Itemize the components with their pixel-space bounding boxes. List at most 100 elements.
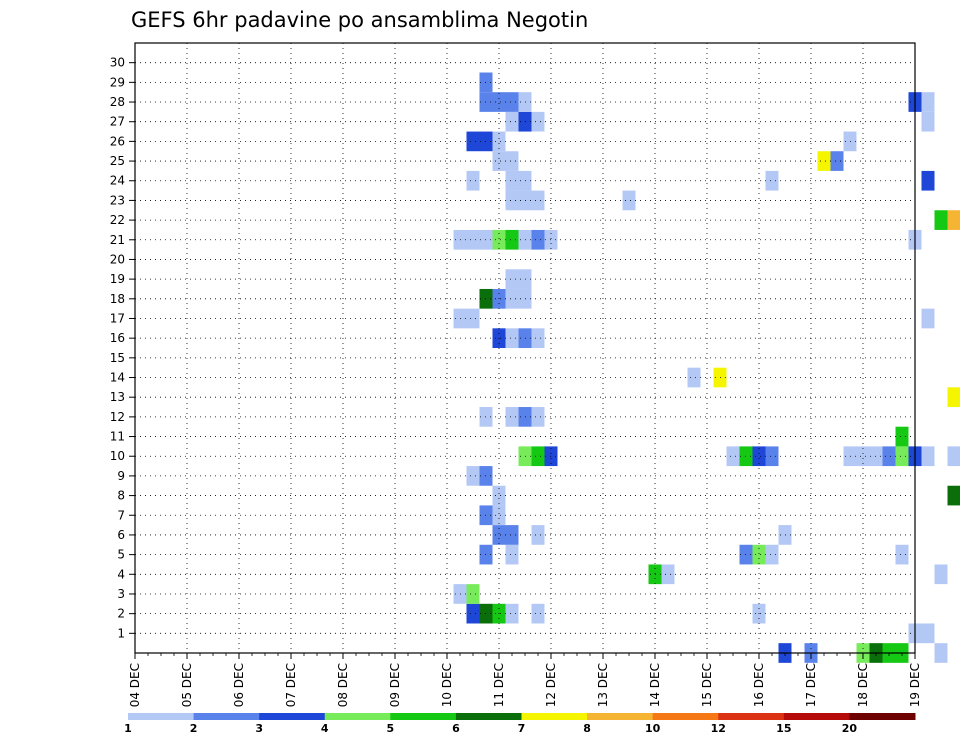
cell-member-6 [492, 525, 506, 545]
x-tick-label: 07 DEC [284, 663, 298, 707]
x-tick-label: 13 DEC [596, 663, 610, 707]
y-tick-label: 26 [110, 134, 125, 148]
cell-member-22 [934, 210, 948, 230]
y-tick-label: 20 [110, 252, 125, 266]
x-tick-label: 12 DEC [544, 663, 558, 707]
cell-member-12 [531, 407, 545, 427]
cell-member-16 [505, 328, 519, 348]
cell-member-1 [921, 623, 935, 644]
cell-member-4 [934, 564, 948, 585]
x-tick-label: 19 DEC [908, 663, 922, 707]
y-tick-label: 17 [110, 311, 125, 325]
legend-label: 2 [190, 722, 198, 735]
cell-member-5 [752, 544, 766, 565]
legend-label: 15 [776, 722, 791, 735]
x-tick-label: 04 DEC [128, 663, 142, 707]
cell-member-26 [492, 131, 506, 152]
cell-member-10 [895, 446, 909, 467]
y-tick-label: 25 [110, 154, 125, 168]
cell-member-10 [726, 446, 740, 467]
y-tick-label: 13 [110, 390, 125, 404]
legend-label: 12 [711, 722, 726, 735]
x-tick-label: 08 DEC [336, 663, 350, 707]
cell-member-27 [531, 111, 545, 132]
cell-member-0 [934, 643, 948, 663]
y-tick-label: 27 [110, 115, 125, 129]
cell-member-2 [505, 603, 519, 624]
legend-swatch [849, 713, 916, 720]
x-tick-label: 16 DEC [752, 663, 766, 707]
cell-member-9 [466, 466, 480, 486]
cell-member-19 [505, 269, 519, 289]
legend-label: 4 [321, 722, 329, 735]
cell-member-21 [492, 229, 506, 250]
legend-swatch [718, 713, 785, 720]
y-tick-label: 22 [110, 213, 125, 227]
legend-label: 6 [452, 722, 460, 735]
x-tick-label: 09 DEC [388, 663, 402, 707]
y-tick-label: 2 [117, 607, 125, 621]
cell-member-26 [466, 131, 480, 152]
y-tick-label: 8 [117, 489, 125, 503]
y-tick-label: 10 [110, 449, 125, 463]
chart-title: GEFS 6hr padavine po ansamblima Negotin [131, 8, 588, 32]
x-tick-label: 10 DEC [440, 663, 454, 707]
cell-member-18 [505, 288, 519, 309]
cell-member-5 [765, 544, 779, 565]
legend-label: 10 [645, 722, 661, 735]
cell-member-23 [505, 190, 519, 211]
y-tick-label: 6 [117, 528, 125, 542]
cell-member-6 [505, 525, 519, 545]
y-tick-label: 1 [117, 626, 125, 640]
legend-swatch [259, 713, 326, 720]
cell-member-28 [492, 92, 506, 112]
cell-member-11 [895, 426, 909, 447]
legend-swatch [652, 713, 719, 720]
cell-member-10 [765, 446, 779, 467]
cell-member-7 [492, 505, 506, 526]
cell-member-12 [505, 407, 519, 427]
cell-member-24 [505, 170, 519, 191]
legend-label: 20 [842, 722, 858, 735]
cell-member-24 [921, 170, 935, 191]
legend-swatch [521, 713, 588, 720]
x-tick-label: 11 DEC [492, 663, 506, 707]
x-tick-label: 06 DEC [232, 663, 246, 707]
cell-member-25 [830, 151, 844, 171]
cell-member-10 [921, 446, 935, 467]
cell-member-8 [492, 485, 506, 506]
cell-member-24 [765, 170, 779, 191]
cell-member-28 [505, 92, 519, 112]
cell-member-16 [531, 328, 545, 348]
x-tick-label: 14 DEC [648, 663, 662, 707]
y-tick-label: 3 [117, 587, 125, 601]
y-tick-label: 24 [110, 174, 125, 188]
cell-member-28 [921, 92, 935, 112]
cell-member-23 [531, 190, 545, 211]
x-tick-label: 17 DEC [804, 663, 818, 707]
y-tick-label: 21 [110, 233, 125, 247]
grid-layer [135, 43, 915, 653]
y-tick-label: 11 [110, 430, 125, 444]
legend-swatch [128, 713, 195, 720]
x-tick-label: 05 DEC [180, 663, 194, 707]
legend-swatch [783, 713, 850, 720]
cell-member-24 [466, 170, 480, 191]
legend-swatch [390, 713, 457, 720]
legend-swatch [587, 713, 654, 720]
y-tick-label: 9 [117, 469, 125, 483]
axes-layer: 1234567891011121314151617181920212223242… [110, 42, 922, 707]
cell-member-22 [947, 210, 960, 230]
legend-label: 3 [255, 722, 263, 735]
cell-member-2 [466, 603, 480, 624]
cell-member-14 [687, 367, 701, 388]
cell-member-17 [921, 308, 935, 329]
cell-member-17 [466, 308, 480, 329]
y-tick-label: 29 [110, 75, 125, 89]
cell-member-27 [505, 111, 519, 132]
legend-label: 8 [583, 722, 591, 735]
legend-swatch [193, 713, 260, 720]
x-tick-label: 18 DEC [856, 663, 870, 707]
y-tick-label: 5 [117, 548, 125, 562]
